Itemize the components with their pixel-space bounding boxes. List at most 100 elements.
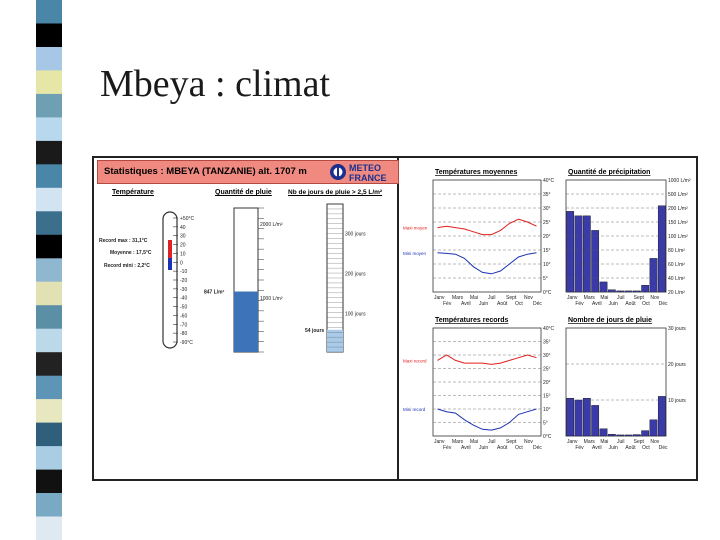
chart-3-month-bottom: Déc: [659, 445, 668, 451]
chart-2-month-top: Janv: [434, 439, 445, 445]
chart-2-series-0: [437, 354, 537, 365]
chart-1-month-top: Sept: [634, 295, 645, 301]
chart-1-month-bottom: Oct: [642, 301, 650, 307]
strip-block: [36, 70, 62, 95]
chart-3-bar: [649, 419, 658, 437]
chart-1-month-top: Nov: [650, 295, 659, 301]
chart-1-ytick: 40 L/m²: [668, 276, 685, 282]
chart-3-month-top: Nov: [650, 439, 659, 445]
chart-1-month-bottom: Août: [625, 301, 636, 307]
chart-2-series-1: [437, 408, 537, 431]
rain-gauge-fill: [234, 291, 258, 352]
chart-3-bar: [599, 428, 608, 437]
chart-0-month-top: Mars: [452, 295, 464, 301]
strip-block: [36, 140, 62, 165]
slide-title: Mbeya : climat: [100, 63, 331, 105]
thermo-tick-label: -60: [180, 313, 187, 319]
strip-block: [36, 328, 62, 353]
chart-2-month-top: Nov: [524, 439, 533, 445]
chart-3-bar: [607, 434, 616, 437]
thermometer-range: [168, 240, 172, 270]
chart-3-month-bottom: Avril: [592, 445, 602, 451]
panel-divider: [397, 156, 399, 481]
chart-2-month-bottom: Déc: [533, 445, 542, 451]
chart-3-month-bottom: Fév: [575, 445, 584, 451]
thermo-tick-label: 40: [180, 225, 186, 231]
thermo-tick-label: +50°C: [180, 216, 194, 222]
chart-3-bar: [591, 405, 600, 437]
chart-1-month-top: Mai: [600, 295, 608, 301]
chart-1-month-top: Mars: [584, 295, 596, 301]
strip-block: [36, 493, 62, 517]
chart-3-month-top: Mai: [600, 439, 608, 445]
chart-3-bar: [657, 396, 666, 437]
chart-2-month-bottom: Juin: [479, 445, 488, 451]
strip-block: [36, 93, 62, 118]
strip-block: [36, 516, 62, 540]
thermometer-mini: [168, 258, 172, 270]
chart-0-ytick: 35°: [543, 192, 551, 198]
strip-block: [36, 281, 62, 306]
chart-3-bar: [641, 430, 650, 437]
chart-0-ytick: 20°: [543, 234, 551, 240]
chart-2-month-top: Sept: [506, 439, 517, 445]
chart-2-series-name: Mini record: [403, 407, 426, 412]
chart-2-ytick: 0°C: [543, 434, 552, 440]
thermo-tick-label: -40: [180, 296, 187, 302]
chart-0-ytick: 15°: [543, 248, 551, 254]
stats-header: Statistiques : MBEYA (TANZANIE) alt. 170…: [97, 160, 399, 184]
chart-0-month-bottom: Avril: [461, 301, 471, 307]
strip-block: [36, 258, 62, 283]
chart-1-bar: [657, 205, 666, 293]
chart-0-series-name: Mini moyen: [403, 251, 427, 256]
chart-0-month-top: Mai: [470, 295, 478, 301]
strip-block: [36, 211, 62, 236]
chart-0-series-0: [437, 218, 537, 236]
chart-1-ytick: 60 L/m²: [668, 262, 685, 268]
chart-1-bar: [616, 290, 625, 293]
chart-3-month-top: Juil: [617, 439, 625, 445]
chart-2-month-bottom: Fév: [443, 445, 452, 451]
strip-block: [36, 446, 62, 471]
chart-1-month-bottom: Avril: [592, 301, 602, 307]
chart-2-month-top: Mai: [470, 439, 478, 445]
chart-2-ytick: 35°: [543, 340, 551, 346]
strip-block: [36, 422, 62, 447]
chart-0-title: Températures moyennes: [435, 169, 517, 176]
thermo-tick-label: -50: [180, 305, 187, 311]
strip-block: [36, 23, 62, 48]
chart-1-ytick: 1000 L/m²: [668, 178, 691, 184]
days-value-label: 54 jours: [305, 328, 324, 334]
chart-0-month-top: Sept: [506, 295, 517, 301]
rain-value-label: 847 L/m²: [204, 290, 225, 296]
chart-1-bar: [649, 258, 658, 293]
chart-3-ytick: 10 jours: [668, 398, 686, 404]
chart-0-ytick: 40°C: [543, 178, 555, 184]
chart-2-ytick: 30°: [543, 353, 551, 359]
chart-0-month-bottom: Déc: [533, 301, 542, 307]
chart-3-month-bottom: Août: [625, 445, 636, 451]
chart-1-bar: [574, 215, 583, 293]
chart-1-month-bottom: Fév: [575, 301, 584, 307]
chart-0-series-1: [437, 252, 537, 275]
thermo-tick-label: 30: [180, 234, 186, 240]
chart-2-title: Températures records: [435, 317, 509, 324]
chart-1-ytick: 150 L/m²: [668, 220, 688, 226]
days-gauge-fill: [327, 329, 343, 352]
record-min-label: Record mini : 2,2°C: [104, 263, 150, 269]
chart-3-month-bottom: Juin: [609, 445, 618, 451]
chart-3-title: Nombre de jours de pluie: [568, 317, 652, 324]
chart-1-bar: [566, 211, 575, 293]
decorative-strip: [36, 0, 62, 540]
strip-block: [36, 47, 62, 71]
chart-3-month-top: Sept: [634, 439, 645, 445]
left-gauges: +50°C 40 30 20 10 0 -10 -20 -30 -40 -50 -60 -70 -80 -9…: [162, 203, 366, 353]
strip-block: [36, 117, 62, 142]
chart-0-month-top: Janv: [434, 295, 445, 301]
chart-2-ytick: 10°: [543, 407, 551, 413]
chart-3-bar: [632, 434, 641, 437]
thermo-tick-label: -10: [180, 269, 187, 275]
chart-3-month-bottom: Oct: [642, 445, 650, 451]
chart-0-ytick: 0°C: [543, 290, 552, 296]
moyenne-label: Moyenne : 17,5°C: [110, 250, 152, 256]
